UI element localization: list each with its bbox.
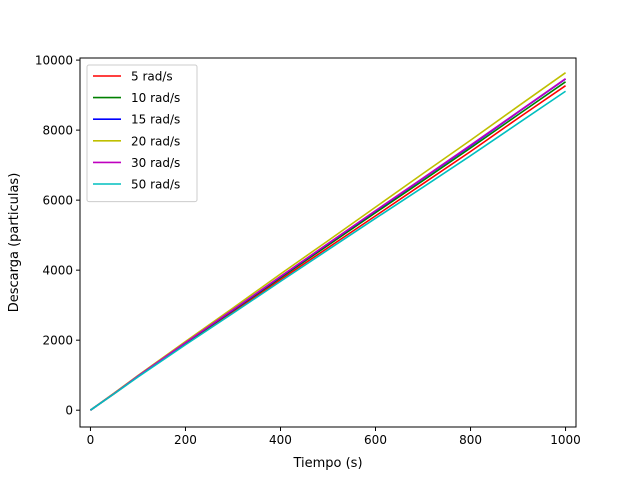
x-axis-ticks: 0 200 400 600 800 1000 — [87, 427, 581, 447]
legend-box — [86, 64, 198, 203]
legend-label-2: 15 rad/s — [131, 113, 180, 127]
legend-label-3: 20 rad/s — [131, 134, 180, 148]
y-tick-label-4: 8000 — [42, 124, 73, 138]
legend-label-1: 10 rad/s — [131, 91, 180, 105]
series-line-5 — [89, 90, 566, 411]
legend: 5 rad/s 10 rad/s 15 rad/s 20 rad/s 30 rad/s 5… — [86, 64, 198, 203]
legend-label-5: 50 rad/s — [131, 178, 180, 192]
legend-label-4: 30 rad/s — [131, 156, 180, 170]
y-tick-label-0: 0 — [65, 404, 73, 418]
x-tick-label-2: 400 — [269, 433, 292, 447]
plot-lines — [89, 72, 567, 411]
y-axis-label: Descarga (particulas) — [7, 173, 22, 313]
y-tick-label-1: 2000 — [42, 334, 73, 348]
y-tick-label-3: 6000 — [42, 194, 73, 208]
y-tick-label-2: 4000 — [42, 264, 73, 278]
y-axis-ticks: 0 2000 4000 6000 8000 10000 — [35, 54, 80, 418]
x-tick-label-3: 600 — [364, 433, 387, 447]
y-tick-label-5: 10000 — [35, 54, 73, 68]
x-tick-label-0: 0 — [87, 433, 95, 447]
x-axis-label: Tiempo (s) — [292, 456, 362, 471]
x-tick-label-1: 200 — [174, 433, 197, 447]
plot-frame — [79, 57, 577, 428]
x-tick-label-5: 1000 — [550, 433, 581, 447]
legend-label-0: 5 rad/s — [131, 70, 173, 84]
x-tick-label-4: 800 — [459, 433, 482, 447]
